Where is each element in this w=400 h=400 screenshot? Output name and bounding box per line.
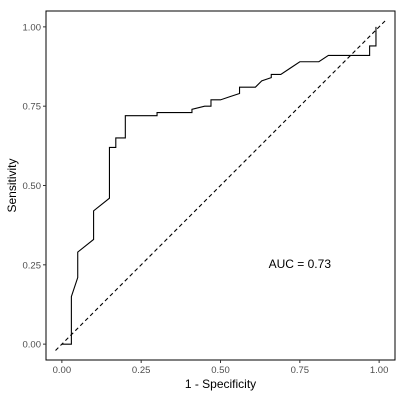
- axis-ticks: 0.00 0.25 0.50 0.75 1.00 0.00 0.25 0.50 0.75 1.00: [23, 22, 389, 376]
- y-tick-label: 0.50: [23, 181, 42, 192]
- auc-annotation: AUC = 0.73: [269, 257, 332, 271]
- chart-lines: [55, 20, 386, 351]
- roc-curve-line: [61, 26, 377, 345]
- x-axis-title: 1 - Specificity: [185, 377, 256, 391]
- y-axis-title: Sensitivity: [5, 158, 19, 212]
- x-tick-label: 0.25: [132, 365, 151, 376]
- y-tick-label: 0.25: [23, 260, 42, 271]
- y-tick-label: 1.00: [23, 22, 42, 33]
- y-tick-label: 0.75: [23, 102, 42, 113]
- reference-diagonal-line: [55, 20, 386, 351]
- y-tick-label: 0.00: [23, 340, 42, 351]
- x-tick-label: 0.50: [211, 365, 230, 376]
- x-tick-label: 1.00: [370, 365, 389, 376]
- x-tick-label: 0.75: [291, 365, 310, 376]
- x-tick-label: 0.00: [53, 365, 72, 376]
